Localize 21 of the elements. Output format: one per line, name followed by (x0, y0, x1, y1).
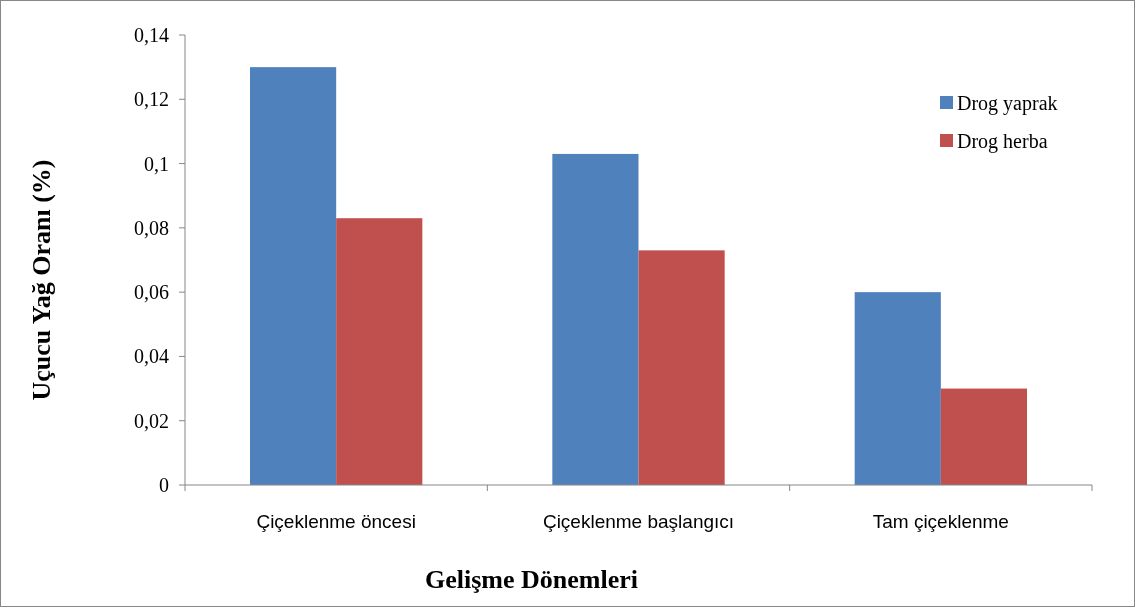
y-tick-label: 0,12 (134, 88, 169, 111)
x-tick-label: Tam çiçeklenme (872, 511, 1009, 532)
x-axis-title: Gelişme Dönemleri (425, 565, 638, 594)
y-tick-label: 0,1 (144, 152, 169, 175)
bar (336, 218, 423, 485)
legend-label: Drog herba (957, 130, 1048, 153)
y-tick-label: 0 (159, 474, 169, 496)
bar (638, 250, 725, 485)
x-tick-label: Çiçeklenme başlangıcı (542, 511, 735, 532)
x-tick-label: Çiçeklenme öncesi (256, 511, 416, 532)
y-tick-label: 0,02 (134, 409, 169, 432)
legend-label: Drog yaprak (957, 92, 1058, 115)
bar (940, 388, 1027, 485)
bar (854, 292, 941, 485)
y-axis-title: Uçucu Yağ Oranı (%) (27, 159, 56, 401)
y-tick-label: 0,04 (134, 345, 169, 368)
y-tick-label: 0,08 (134, 216, 169, 239)
y-tick-label: 0,14 (134, 24, 169, 46)
y-tick-label: 0,06 (134, 281, 169, 304)
bar (250, 67, 337, 485)
bar (552, 153, 639, 485)
